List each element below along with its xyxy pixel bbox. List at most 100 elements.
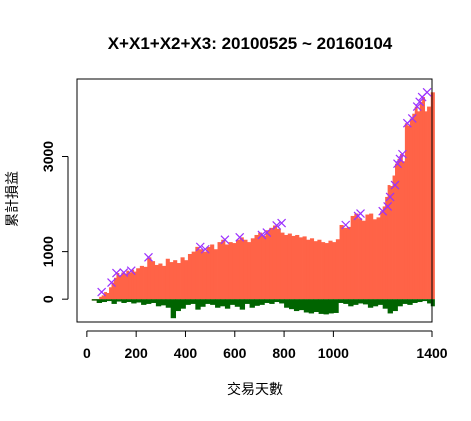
marker-stroke <box>341 220 351 230</box>
drawdown-bar <box>402 299 408 304</box>
profit-bar <box>317 239 322 300</box>
y-tick-label: 1000 <box>40 236 56 267</box>
profit-bar <box>154 264 159 300</box>
drawdown-bar <box>269 299 275 304</box>
drawdown-bar <box>165 299 172 308</box>
profit-bar <box>202 251 207 300</box>
new-high-marker <box>262 228 272 238</box>
drawdown-bar <box>146 299 152 304</box>
y-axis: 0 1000 3000 <box>40 141 69 303</box>
drawdown-bar <box>338 299 344 303</box>
profit-bar <box>380 211 384 300</box>
drawdown-bar <box>229 299 236 305</box>
drawdown-bar <box>397 299 403 307</box>
profit-bar <box>106 292 110 300</box>
profit-bar <box>133 271 137 300</box>
profit-bar <box>126 270 130 300</box>
marker-stroke <box>119 268 129 277</box>
drawdown-bar <box>190 299 196 304</box>
profit-bar <box>332 242 337 300</box>
new-high-marker <box>119 268 129 277</box>
drawdown-bar <box>318 299 324 314</box>
drawdown-bar <box>219 299 226 307</box>
new-high-markers <box>97 87 432 297</box>
y-tick-label: 3000 <box>40 141 56 172</box>
profit-bar <box>397 158 401 300</box>
drawdown-bar <box>417 299 423 303</box>
marker-stroke <box>422 87 432 97</box>
profit-bar <box>272 225 278 300</box>
new-high-marker <box>220 235 230 245</box>
x-tick-label: 800 <box>272 345 296 361</box>
profit-bar <box>392 175 396 300</box>
profit-bar <box>369 213 374 300</box>
profit-bar <box>261 235 266 300</box>
drawdown-bar <box>101 299 107 303</box>
drawdown-bar <box>430 299 435 307</box>
profit-bar <box>269 227 274 300</box>
x-tick-label: 0 <box>83 345 91 361</box>
drawdown-bar <box>244 299 250 304</box>
new-high-marker <box>126 266 136 276</box>
drawdown-bar <box>121 299 127 303</box>
x-tick-label: 1400 <box>416 345 447 361</box>
x-axis: 0 200 400 600 800 1000 1400 <box>83 330 448 361</box>
profit-bar <box>335 239 340 300</box>
new-high-marker <box>272 221 282 230</box>
marker-stroke <box>397 149 407 159</box>
drawdown-bar <box>224 299 231 309</box>
profit-bar <box>417 111 421 300</box>
profit-bar <box>180 257 185 300</box>
marker-stroke <box>112 268 121 278</box>
new-high-marker <box>235 232 245 242</box>
new-high-marker <box>412 102 422 112</box>
profit-bar <box>354 213 359 300</box>
drawdown-bar <box>160 299 167 306</box>
profit-bar <box>424 111 428 300</box>
marker-stroke <box>126 266 136 276</box>
x-axis-label: 交易天數 <box>227 381 283 398</box>
drawdown-bar <box>293 299 300 312</box>
profit-bar <box>101 295 105 300</box>
drawdown-bar <box>126 299 132 303</box>
marker-stroke <box>262 228 272 238</box>
new-high-marker <box>277 218 287 228</box>
drawdown-bar <box>210 299 216 305</box>
profit-bar <box>407 125 411 300</box>
profit-bar <box>309 238 315 300</box>
chart-title: X+X1+X2+X3: 20100525 ~ 20160104 <box>108 34 393 53</box>
new-high-marker <box>257 230 267 240</box>
profit-bar <box>232 243 237 300</box>
y-axis-label: 累計損益 <box>5 171 21 227</box>
drawdown-bar <box>392 299 398 312</box>
drawdown-bar <box>150 299 157 303</box>
drawdown-bar <box>377 299 384 305</box>
marker-stroke <box>415 97 425 107</box>
profit-bar <box>422 97 426 300</box>
new-high-marker <box>390 180 400 190</box>
profit-bar <box>169 262 174 300</box>
profit-bar <box>158 263 163 300</box>
marker-stroke <box>383 202 393 211</box>
profit-bar <box>131 269 135 300</box>
profit-bar <box>136 268 141 300</box>
marker-stroke <box>200 244 210 254</box>
marker-stroke <box>220 235 230 245</box>
profit-bar <box>313 241 318 300</box>
profit-bar <box>147 257 152 300</box>
profit-bar <box>191 251 196 300</box>
profit-bar <box>382 206 386 300</box>
drawdown-bar <box>195 299 201 310</box>
marker-stroke <box>257 230 267 240</box>
drawdown-bar <box>289 299 295 310</box>
drawdown-bar <box>412 299 418 303</box>
drawdown-bar <box>205 299 211 304</box>
drawdown-bar <box>116 299 122 302</box>
drawdown-bar <box>382 299 389 309</box>
profit-bar <box>173 260 178 300</box>
x-tick-label: 400 <box>174 345 198 361</box>
profit-bar <box>176 263 181 300</box>
profit-bar <box>287 233 292 300</box>
marker-stroke <box>412 102 422 112</box>
new-high-marker <box>422 87 432 97</box>
